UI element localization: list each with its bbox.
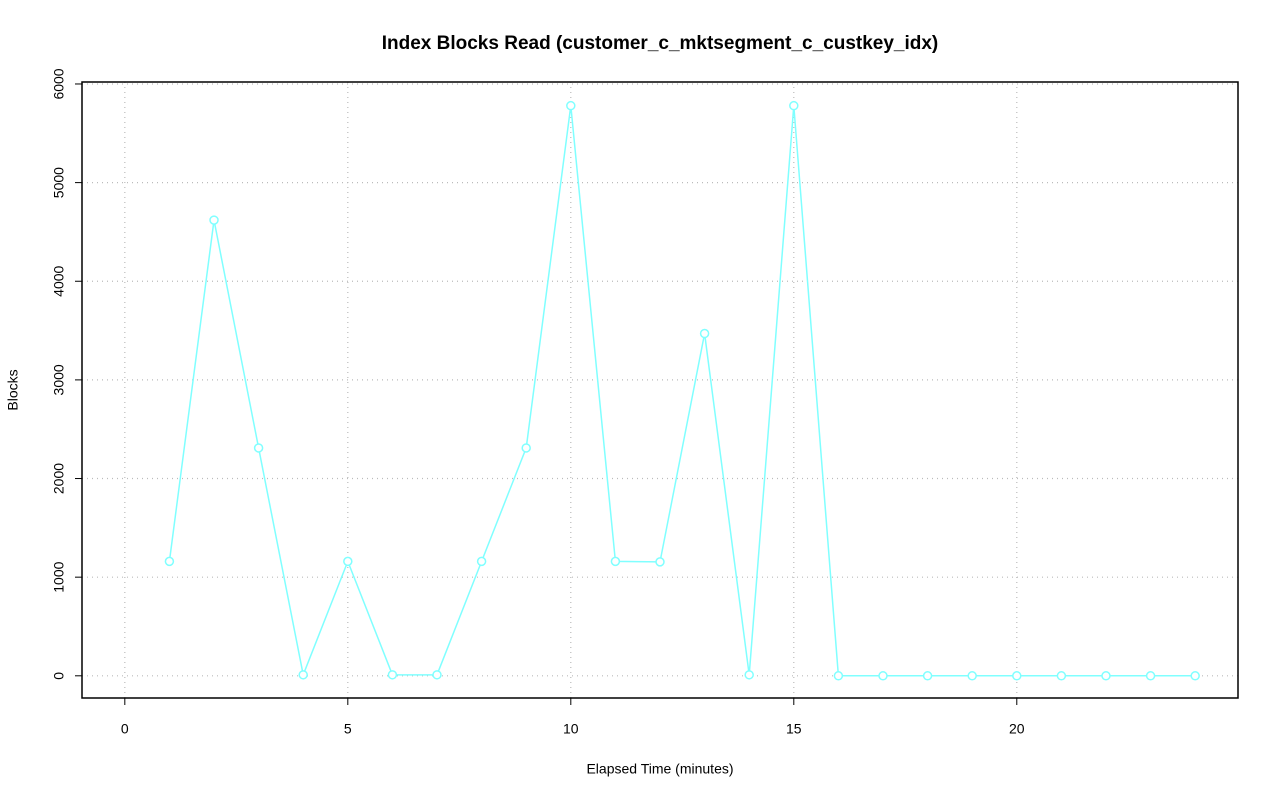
data-point — [699, 328, 710, 339]
data-point — [744, 670, 754, 680]
y-tick-label: 4000 — [51, 265, 67, 296]
data-point — [878, 671, 888, 681]
data-point — [789, 100, 799, 111]
data-point — [298, 670, 308, 680]
x-tick-label: 15 — [786, 721, 802, 737]
data-point — [1056, 671, 1067, 681]
data-point — [566, 100, 576, 111]
x-tick-label: 0 — [121, 721, 129, 737]
y-tick-label: 0 — [51, 672, 67, 680]
y-tick-label: 2000 — [51, 463, 67, 494]
data-point — [387, 670, 398, 680]
y-tick-label: 1000 — [51, 561, 67, 592]
y-tick-label: 6000 — [51, 68, 67, 99]
data-point — [209, 215, 219, 225]
data-point — [655, 557, 665, 567]
x-tick-label: 10 — [563, 721, 579, 737]
data-point — [610, 556, 621, 567]
data-point — [253, 443, 264, 453]
y-axis-label: Blocks — [5, 369, 21, 410]
series-line — [168, 105, 1196, 678]
x-tick-label: 5 — [344, 721, 352, 737]
plot-frame — [81, 81, 1239, 699]
data-point — [922, 671, 933, 681]
data-point — [476, 556, 487, 567]
x-axis-label: Elapsed Time (minutes) — [586, 761, 733, 777]
data-point — [833, 671, 844, 681]
data-point — [521, 443, 531, 453]
data-point — [164, 556, 175, 567]
chart-title: Index Blocks Read (customer_c_mktsegment… — [382, 33, 939, 54]
x-tick-label: 20 — [1009, 721, 1025, 737]
data-point — [1012, 671, 1022, 681]
data-point — [1145, 671, 1156, 681]
data-point — [1190, 671, 1200, 681]
data-point — [967, 671, 977, 681]
data-point — [432, 670, 442, 680]
y-tick-label: 3000 — [51, 364, 67, 395]
y-tick-label: 5000 — [51, 167, 67, 198]
data-point — [1101, 671, 1111, 681]
data-point — [343, 556, 353, 567]
